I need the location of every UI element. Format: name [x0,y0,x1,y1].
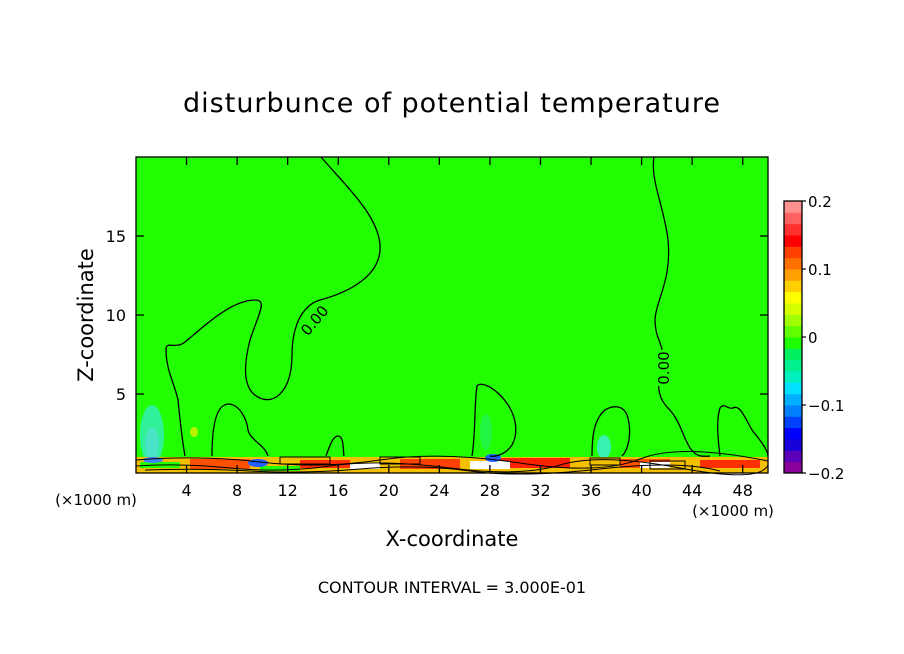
colorbar-swatch [784,450,802,463]
colorbar-swatch [784,223,802,236]
colorbar-swatch [784,257,802,270]
chart-title: disturbunce of potential temperature [183,88,721,119]
contour-interval: CONTOUR INTERVAL = 3.000E-01 [318,578,586,597]
x-tick-label: 20 [379,481,399,500]
colorbar-tick-label: 0.2 [808,193,832,211]
colorbar-swatch [784,325,802,338]
colorbar-swatch [784,269,802,281]
surface-layer [135,451,769,476]
x-tick-label: 28 [480,481,500,500]
colorbar-swatch [784,359,802,372]
x-tick-label: 36 [581,481,601,500]
colorbar-swatch [784,439,802,451]
colorbar-swatch [784,393,802,406]
field-patches [140,405,611,465]
x-axis-label: X-coordinate [386,527,519,551]
y-tick-label: 5 [116,385,126,404]
colorbar-swatch [784,314,802,327]
colorbar-swatch [784,427,802,440]
colorbar-tick-label: −0.2 [808,465,844,483]
colorbar-swatch [784,405,802,417]
x-tick-label: 8 [232,481,242,500]
plot-background [136,157,768,473]
colorbar-tick-label: −0.1 [808,397,844,415]
colorbar-swatch [784,348,802,361]
colorbar-swatch [784,461,802,474]
colorbar-swatch [784,212,802,225]
x-tick-label: 4 [181,481,191,500]
colorbar-swatch [784,416,802,429]
x-tick-label: 16 [328,481,348,500]
colorbar-swatch [784,280,802,293]
colorbar-tick-label: 0 [808,329,818,347]
y-tick-label: 10 [106,306,126,325]
colorbar-swatch [784,246,802,259]
colorbar-swatch [784,201,802,213]
colorbar-swatch [784,371,802,383]
colorbar-swatch [784,235,802,247]
colorbar-swatch [784,303,802,315]
x-tick-label: 44 [682,481,702,500]
x-axis: 4 8 12 16 20 24 28 32 36 40 44 48 [181,157,753,500]
x-unit-right: (×1000 m) [692,502,774,520]
colorbar-swatch [784,337,802,349]
colorbar-swatch [784,291,802,304]
y-tick-label: 15 [106,227,126,246]
x-unit-left: (×1000 m) [55,491,137,509]
colorbar-swatch [784,382,802,395]
colorbar: 0.2 0.1 0 −0.1 −0.2 [783,193,844,483]
y-axis-label: Z-coordinate [74,248,98,382]
x-tick-label: 40 [631,481,651,500]
x-tick-label: 48 [733,481,753,500]
x-tick-label: 24 [429,481,449,500]
x-tick-label: 32 [530,481,550,500]
y-axis: 5 10 15 [106,227,768,404]
contour-label: 0.00 [655,351,673,384]
x-tick-label: 12 [278,481,298,500]
colorbar-tick-label: 0.1 [808,261,832,279]
